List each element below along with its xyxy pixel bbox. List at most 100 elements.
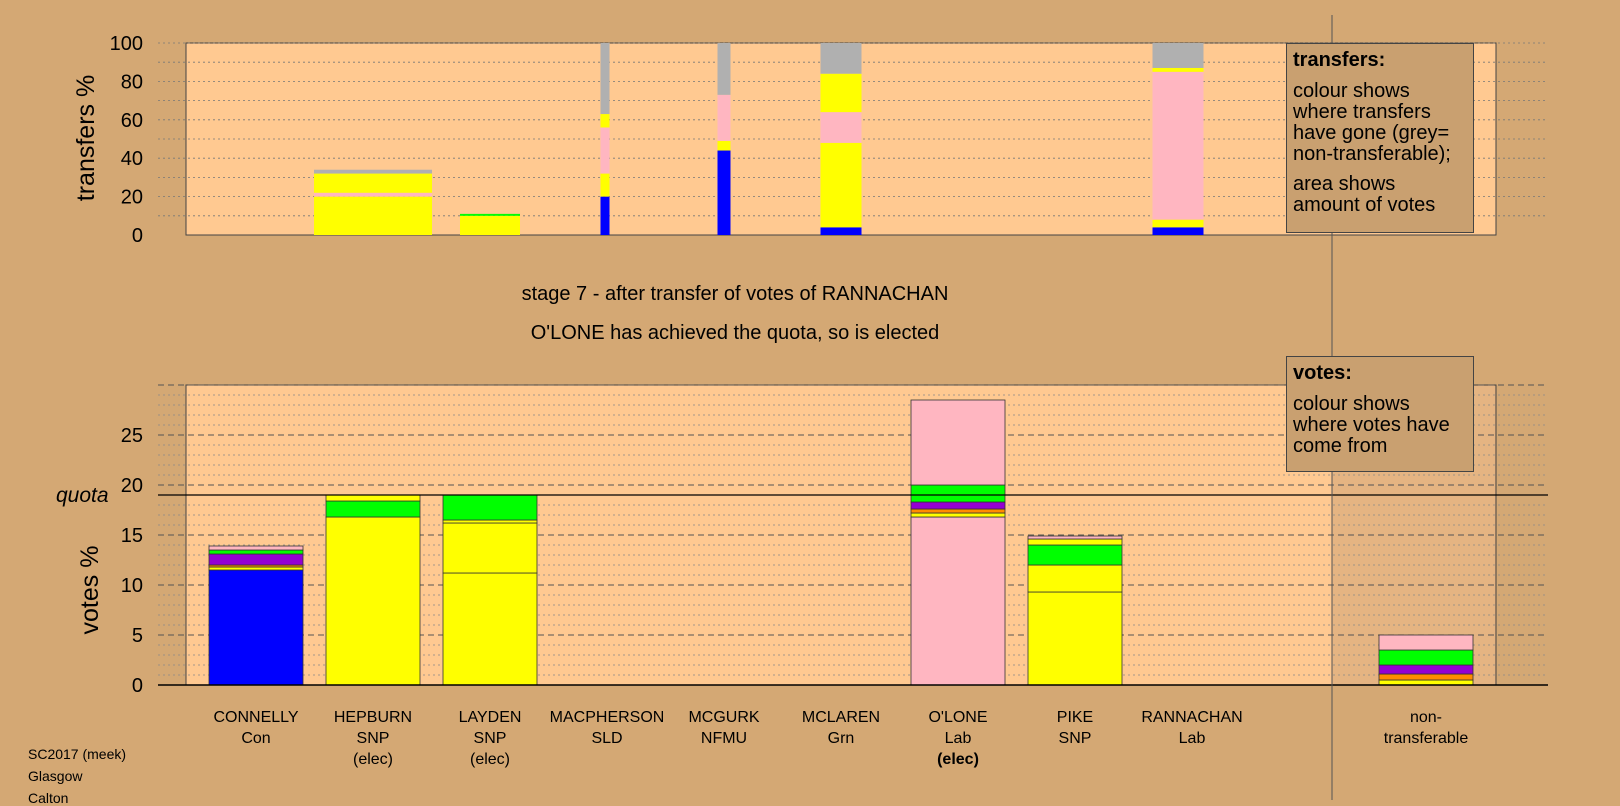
votes-tick-label: 20 (121, 475, 143, 497)
votes-y-ticks: 0 5 10 15 20 25 (121, 425, 143, 697)
candidate-labels: CONNELLY Con HEPBURN SNP (elec) LAYDEN SNP (ele… (213, 709, 1468, 768)
transfer-segment (717, 94, 731, 141)
vote-segment (910, 512, 1006, 518)
transfer-segment (717, 140, 731, 151)
transfers-tick-label: 100 (110, 33, 143, 55)
transfers-legend-title: transfers: (1293, 49, 1386, 71)
candidate-label-line: LAYDEN (459, 709, 522, 726)
vote-segment (1378, 664, 1474, 675)
quota-label: quota (56, 484, 109, 507)
vote-segment (442, 519, 538, 524)
transfers-legend-line2: area shows amount of votes (1293, 173, 1436, 216)
transfer-segment (820, 227, 862, 235)
transfers-y-ticks: 0 20 40 60 80 100 (110, 33, 143, 247)
candidate-label-line: MCGURK (688, 709, 759, 726)
candidate-label-line: (elec) (353, 751, 393, 768)
votes-legend-title: votes: (1293, 362, 1352, 384)
candidate-label-line: SNP (1059, 730, 1092, 747)
transfer-segment (1152, 71, 1204, 220)
votes-tick-label: 5 (132, 625, 143, 647)
vote-segment (910, 516, 1006, 686)
candidate-label-line: SNP (474, 730, 507, 747)
candidate-label-line: MCLAREN (802, 709, 880, 726)
transfer-segment (600, 173, 610, 197)
transfers-legend-line1: colour shows where transfers have gone (… (1293, 80, 1451, 165)
vote-segment (325, 494, 421, 502)
votes-legend: votes: colour shows where votes have com… (1286, 356, 1474, 472)
transfer-segment (820, 112, 862, 143)
transfer-segment (314, 196, 432, 235)
stage-caption: stage 7 - after transfer of votes of RAN… (521, 283, 949, 305)
candidate-label-line: (elec) (937, 751, 979, 768)
candidate-label-line: CONNELLY (213, 709, 298, 726)
vote-segment (208, 566, 304, 571)
vote-segment (442, 572, 538, 686)
candidate-label-line: SNP (357, 730, 390, 747)
votes-tick-label: 15 (121, 525, 143, 547)
vote-segment (208, 569, 304, 686)
transfer-segment (314, 173, 432, 193)
transfer-segment (717, 150, 731, 235)
transfer-segment (820, 142, 862, 228)
transfers-legend: transfers: colour shows where transfers … (1286, 43, 1474, 233)
transfers-ylabel: transfers % (72, 75, 100, 201)
candidate-label-line: non- (1410, 709, 1442, 726)
candidate-label-line: Lab (945, 730, 972, 747)
transfers-tick-label: 20 (121, 187, 143, 209)
vote-segment (910, 501, 1006, 510)
transfer-segment (1152, 227, 1204, 235)
candidate-label-line: (elec) (470, 751, 510, 768)
transfers-tick-label: 0 (132, 225, 143, 247)
candidate-label-line: Con (241, 730, 270, 747)
candidate-label-line: Grn (828, 730, 855, 747)
vote-segment (208, 549, 304, 555)
transfer-segment (1152, 67, 1204, 72)
vote-segment (1378, 634, 1474, 651)
vote-segment (1378, 673, 1474, 681)
votes-ylabel: votes % (76, 546, 104, 635)
transfers-tick-label: 80 (121, 71, 143, 93)
candidate-label-line: HEPBURN (334, 709, 412, 726)
transfer-segment (600, 43, 610, 115)
vote-segment (325, 500, 421, 518)
vote-segment (208, 553, 304, 566)
transfer-segment (820, 43, 862, 74)
footer-line1: SC2017 (meek) (28, 746, 127, 762)
vote-segment (442, 522, 538, 574)
transfers-bars (314, 43, 1204, 235)
vote-segment (1378, 649, 1474, 666)
transfer-segment (314, 192, 432, 197)
candidate-label-line: MACPHERSON (550, 709, 665, 726)
transfer-segment (600, 196, 610, 235)
transfer-segment (820, 73, 862, 113)
vote-segment (442, 494, 538, 521)
vote-segment (1027, 538, 1123, 546)
votes-legend-line1: colour shows where votes have come from (1293, 393, 1450, 457)
votes-tick-label: 10 (121, 575, 143, 597)
candidate-label-line: RANNACHAN (1141, 709, 1242, 726)
vote-segment (910, 508, 1006, 514)
transfers-tick-label: 40 (121, 148, 143, 170)
vote-segment (1027, 535, 1123, 540)
votes-tick-label: 25 (121, 425, 143, 447)
vote-segment (910, 399, 1006, 486)
vote-segment (1027, 591, 1123, 686)
elected-caption: O'LONE has achieved the quota, so is ele… (530, 322, 940, 344)
transfer-segment (460, 215, 520, 235)
votes-bars (208, 399, 1474, 686)
vote-segment (325, 516, 421, 686)
transfers-tick-label: 60 (121, 110, 143, 132)
candidate-label-line: O'LONE (928, 709, 987, 726)
candidate-label-line: SLD (591, 730, 622, 747)
votes-tick-label: 0 (132, 675, 143, 697)
candidate-label-line: Lab (1179, 730, 1206, 747)
candidate-label-line: transferable (1384, 730, 1469, 747)
transfer-segment (600, 114, 610, 128)
vote-segment (1027, 544, 1123, 566)
transfer-segment (1152, 43, 1204, 68)
vote-segment (208, 545, 304, 551)
vote-segment (910, 484, 1006, 503)
transfer-segment (460, 213, 520, 216)
